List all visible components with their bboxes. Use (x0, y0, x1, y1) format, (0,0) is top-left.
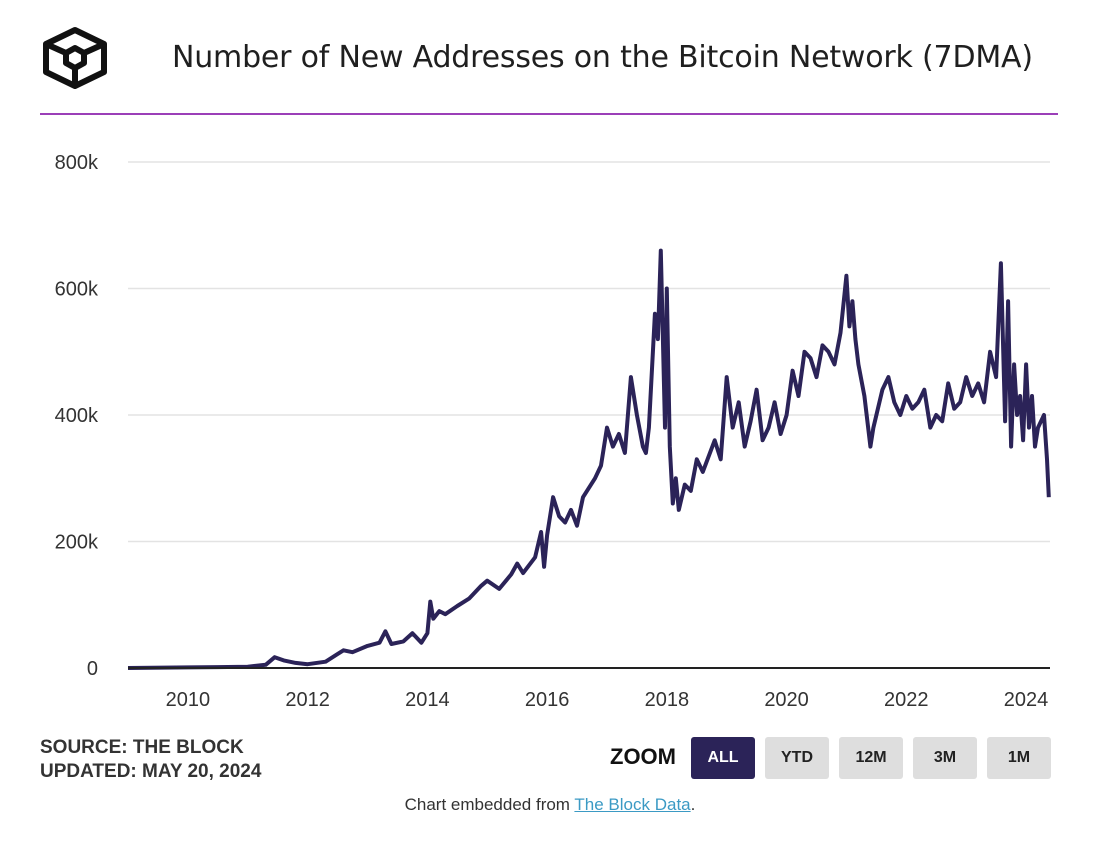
zoom-12m-button[interactable]: 12M (839, 737, 903, 779)
embed-note: Chart embedded from The Block Data. (0, 795, 1100, 815)
the-block-data-link[interactable]: The Block Data (574, 795, 691, 814)
the-block-logo-icon (43, 27, 107, 89)
grid-lines (128, 161, 1050, 543)
zoom-label: ZOOM (610, 744, 676, 769)
zoom-3m-button[interactable]: 3M (913, 737, 977, 779)
x-tick-label: 2010 (166, 689, 211, 711)
y-axis-ticks: 0 200k 400k 600k 800k (55, 152, 99, 680)
page-title: Number of New Addresses on the Bitcoin N… (172, 40, 1033, 75)
series-line (127, 248, 1051, 670)
y-tick-label: 800k (55, 152, 99, 174)
zoom-all-button[interactable]: ALL (691, 737, 755, 779)
updated-text: UPDATED: MAY 20, 2024 (40, 761, 262, 782)
source-text: SOURCE: THE BLOCK (40, 737, 244, 758)
y-tick-label: 0 (87, 658, 98, 680)
y-tick-label: 400k (55, 405, 99, 427)
x-axis-ticks: 2010 2012 2014 2016 2018 2020 2022 2024 (166, 689, 1049, 711)
source-block: SOURCE: THE BLOCK UPDATED: MAY 20, 2024 (40, 736, 261, 784)
y-tick-label: 600k (55, 279, 99, 301)
embed-suffix: . (690, 795, 696, 814)
zoom-1m-button[interactable]: 1M (987, 737, 1051, 779)
x-tick-label: 2018 (645, 689, 690, 711)
x-tick-label: 2016 (525, 689, 570, 711)
embed-prefix: Chart embedded from (404, 795, 570, 814)
x-tick-label: 2014 (405, 689, 450, 711)
x-tick-label: 2020 (764, 689, 809, 711)
zoom-ytd-button[interactable]: YTD (765, 737, 829, 779)
y-tick-label: 200k (55, 532, 99, 554)
x-tick-label: 2022 (884, 689, 929, 711)
header-divider (40, 113, 1058, 115)
x-tick-label: 2012 (285, 689, 330, 711)
x-tick-label: 2024 (1004, 689, 1049, 711)
